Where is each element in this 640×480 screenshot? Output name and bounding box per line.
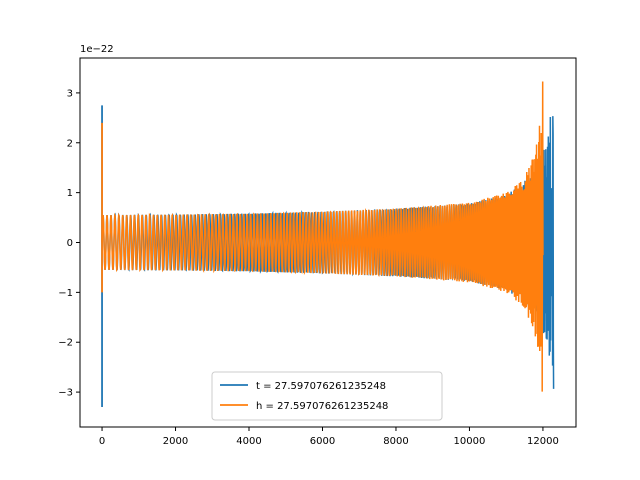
x-tick-label: 2000 xyxy=(163,436,188,447)
series-line-2 xyxy=(101,81,544,392)
y-tick-label: −3 xyxy=(58,388,73,399)
legend: t = 27.597076261235248 h = 27.59707626123… xyxy=(211,371,443,421)
x-tick-label: 12000 xyxy=(527,436,559,447)
legend-label: t = 27.597076261235248 xyxy=(256,381,386,392)
y-tick-label: 2 xyxy=(67,138,73,149)
x-tick-label: 4000 xyxy=(236,436,261,447)
legend-box xyxy=(211,371,443,421)
x-tick-label: 10000 xyxy=(454,436,486,447)
y-tick-label: 1 xyxy=(67,188,73,199)
x-tick-label: 8000 xyxy=(383,436,408,447)
y-tick-label: 0 xyxy=(67,238,73,249)
y-tick-label: −2 xyxy=(58,338,73,349)
y-axis: −3 −2 −1 0 1 2 3 xyxy=(58,88,80,399)
x-axis: 0 2000 4000 6000 8000 10000 12000 xyxy=(99,427,559,447)
x-tick-label: 6000 xyxy=(310,436,335,447)
legend-label: h = 27.597076261235248 xyxy=(256,401,388,412)
plot-area xyxy=(101,81,555,408)
y-scale-label: 1e−22 xyxy=(80,44,114,55)
y-tick-label: −1 xyxy=(58,288,73,299)
y-tick-label: 3 xyxy=(67,88,73,99)
x-tick-label: 0 xyxy=(99,436,105,447)
